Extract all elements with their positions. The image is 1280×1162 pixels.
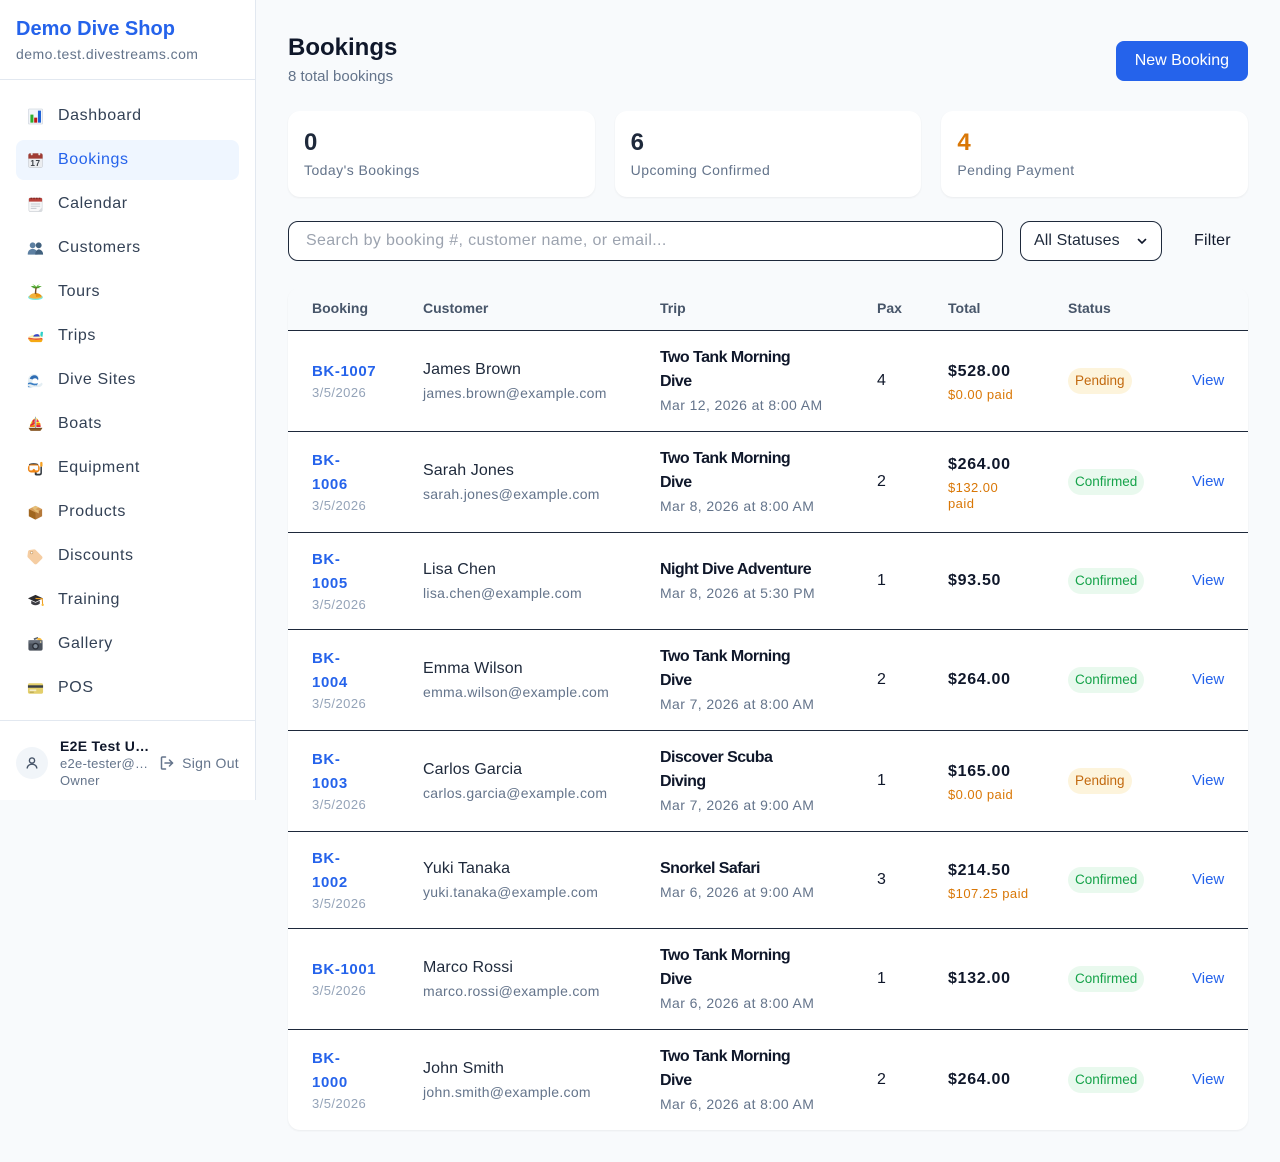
- svg-text:17: 17: [30, 158, 40, 167]
